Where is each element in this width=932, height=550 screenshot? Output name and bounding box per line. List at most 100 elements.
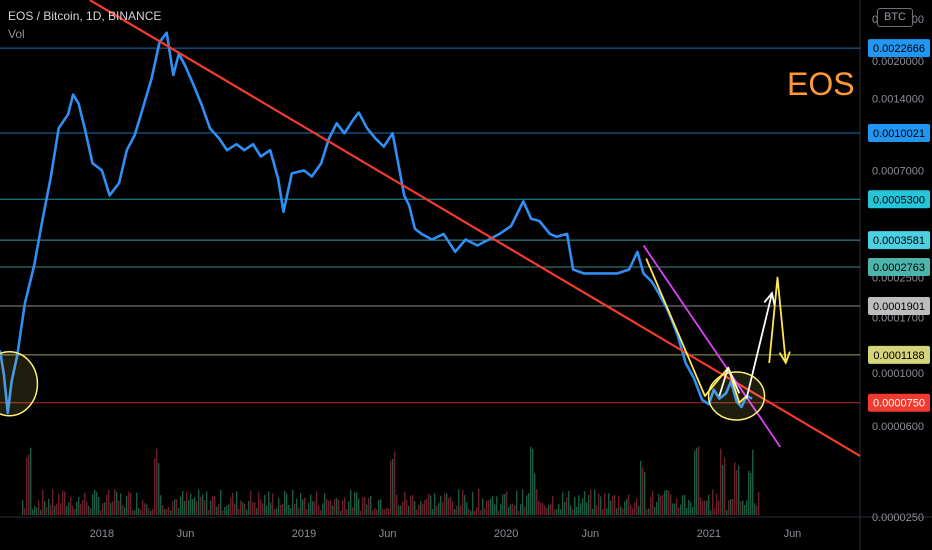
- volume-bar: [210, 500, 212, 515]
- volume-bar: [662, 494, 664, 515]
- volume-bar: [392, 458, 394, 515]
- volume-bar: [96, 492, 98, 515]
- volume-bar: [44, 501, 46, 515]
- volume-bar: [418, 504, 420, 515]
- volume-bar: [484, 508, 486, 515]
- volume-bar: [82, 500, 84, 515]
- volume-bar: [348, 501, 350, 515]
- volume-bar: [214, 496, 216, 515]
- volume-bar: [592, 508, 594, 515]
- volume-bar: [144, 503, 146, 515]
- volume-bar: [756, 506, 758, 515]
- volume-bar: [596, 505, 598, 515]
- volume-bar: [254, 502, 256, 515]
- volume-bar: [508, 507, 510, 515]
- volume-bar: [524, 506, 526, 515]
- volume-bar: [390, 460, 392, 515]
- volume-bar: [674, 503, 676, 515]
- volume-bar: [98, 496, 100, 515]
- volume-bar: [62, 490, 64, 515]
- volume-bar: [414, 501, 416, 515]
- volume-bar: [88, 505, 90, 515]
- volume-indicator-label[interactable]: Vol: [8, 27, 25, 41]
- volume-bar: [274, 509, 276, 515]
- volume-bar: [498, 510, 500, 515]
- volume-bar: [102, 503, 104, 515]
- volume-bar: [240, 500, 242, 515]
- volume-bar: [694, 450, 696, 515]
- currency-badge[interactable]: BTC: [877, 8, 913, 27]
- volume-bar: [336, 498, 338, 515]
- volume-bar: [738, 465, 740, 515]
- volume-bar: [40, 509, 42, 515]
- y-tick-label: 0.0000600: [872, 421, 924, 433]
- volume-bar: [280, 504, 282, 515]
- volume-bar: [422, 503, 424, 515]
- y-tick-label: 0.0001000: [872, 368, 924, 380]
- volume-bar: [366, 504, 368, 515]
- volume-bar: [68, 502, 70, 515]
- volume-bar: [176, 499, 178, 515]
- yellow-arrow-projection: [768, 276, 787, 363]
- volume-bar: [120, 493, 122, 515]
- volume-bar: [754, 503, 756, 515]
- volume-bar: [228, 504, 230, 515]
- volume-bar: [714, 508, 716, 515]
- volume-bar: [146, 504, 148, 515]
- volume-bar: [402, 501, 404, 515]
- volume-bar: [698, 446, 700, 515]
- level-price-label: 0.0005300: [873, 194, 925, 206]
- volume-bar: [532, 448, 534, 515]
- volume-bar: [744, 504, 746, 515]
- level-price-label: 0.0022666: [873, 43, 925, 55]
- volume-bar: [758, 491, 760, 515]
- volume-bar: [686, 508, 688, 515]
- x-tick-label: Jun: [581, 528, 599, 540]
- volume-bar: [126, 495, 128, 515]
- volume-bar: [180, 496, 182, 515]
- volume-bar: [22, 500, 24, 515]
- volume-bar: [234, 503, 236, 515]
- volume-bar: [58, 493, 60, 515]
- volume-bar: [200, 496, 202, 515]
- volume-bar: [52, 489, 54, 515]
- volume-bar: [660, 495, 662, 515]
- volume-bar: [716, 493, 718, 515]
- volume-bar: [190, 493, 192, 515]
- volume-bar: [668, 490, 670, 515]
- volume-bar: [708, 494, 710, 515]
- volume-bar: [576, 506, 578, 515]
- volume-bar: [382, 509, 384, 515]
- volume-bar: [644, 472, 646, 515]
- volume-bar: [638, 505, 640, 515]
- level-price-tag: [868, 231, 930, 250]
- volume-bar: [324, 493, 326, 515]
- volume-bar: [598, 493, 600, 515]
- volume-bar: [540, 502, 542, 515]
- volume-bar: [610, 500, 612, 515]
- level-price-tag: [868, 190, 930, 209]
- volume-bar: [92, 494, 94, 515]
- volume-bar: [80, 503, 82, 515]
- volume-bar: [38, 500, 40, 515]
- volume-bar: [666, 489, 668, 515]
- volume-bar: [278, 498, 280, 515]
- volume-bar: [222, 510, 224, 515]
- volume-bar: [158, 463, 160, 515]
- volume-bar: [264, 494, 266, 515]
- level-price-tag: [868, 296, 930, 315]
- volume-bar: [724, 457, 726, 515]
- volume-bar: [374, 508, 376, 515]
- volume-bar: [720, 448, 722, 515]
- volume-bar: [350, 489, 352, 515]
- volume-bar: [462, 490, 464, 515]
- volume-bar: [688, 499, 690, 515]
- volume-bar: [406, 500, 408, 515]
- volume-bar: [564, 502, 566, 515]
- volume-bar: [558, 503, 560, 515]
- volume-bar: [582, 498, 584, 515]
- x-tick-label: 2018: [90, 528, 114, 540]
- volume-bar: [90, 508, 92, 515]
- volume-bar: [732, 499, 734, 515]
